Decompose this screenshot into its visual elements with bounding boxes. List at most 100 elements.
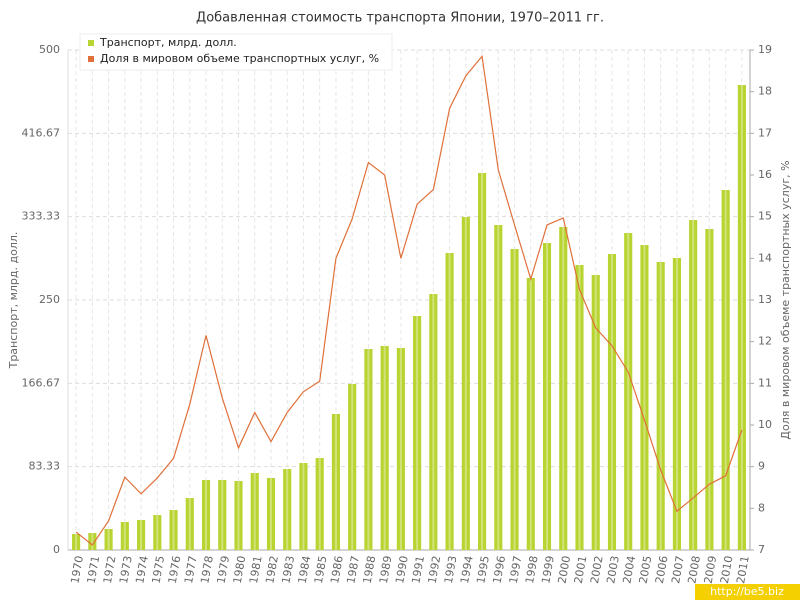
- x-tick-label: 1984: [296, 555, 314, 585]
- x-tick-label: 1994: [458, 555, 476, 585]
- y2-tick-label: 8: [758, 501, 765, 514]
- bar-highlight: [140, 520, 143, 550]
- bar-highlight: [286, 469, 289, 550]
- bar: [185, 498, 194, 550]
- y-tick-label: 250: [39, 293, 60, 306]
- bar: [510, 249, 519, 550]
- x-tick-label: 1978: [198, 555, 216, 585]
- bar-highlight: [513, 249, 516, 550]
- bar: [607, 254, 617, 550]
- x-tick-label: 1972: [101, 555, 119, 585]
- bar: [266, 478, 276, 550]
- bar: [331, 414, 340, 550]
- bar: [721, 190, 730, 550]
- x-tick-label: 1998: [523, 555, 541, 585]
- y2-tick-label: 12: [758, 335, 772, 348]
- x-tick-label: 2001: [572, 555, 590, 585]
- bar: [120, 522, 129, 550]
- bar-highlight: [156, 515, 159, 550]
- x-tick-label: 1971: [85, 555, 103, 585]
- bar: [250, 473, 259, 550]
- bar-highlight: [123, 522, 126, 550]
- bar: [153, 515, 162, 550]
- bar-highlight: [464, 217, 467, 550]
- chart-title: Добавленная стоимость транспорта Японии,…: [196, 11, 604, 26]
- x-tick-label: 1973: [117, 555, 135, 585]
- bar: [656, 262, 665, 550]
- x-tick-label: 1974: [133, 555, 151, 585]
- bar: [526, 278, 535, 550]
- x-tick-label: 2008: [685, 555, 703, 585]
- y2-tick-label: 9: [758, 460, 765, 473]
- legend-swatch: [88, 40, 94, 46]
- bar-highlight: [724, 190, 727, 550]
- x-tick-label: 1981: [247, 555, 265, 585]
- x-tick-label: 1991: [409, 555, 427, 585]
- x-tick-label: 1979: [215, 555, 233, 585]
- x-tick-label: 1986: [328, 555, 346, 585]
- bar-highlight: [675, 258, 678, 550]
- bar-highlight: [692, 220, 695, 550]
- bar-highlight: [481, 173, 484, 550]
- x-tick-label: 2006: [653, 555, 671, 585]
- y2-tick-label: 11: [758, 376, 772, 389]
- bar: [461, 217, 470, 550]
- bar: [494, 225, 503, 550]
- y2-tick-label: 16: [758, 168, 772, 181]
- bar-highlight: [659, 262, 662, 550]
- bar: [689, 220, 698, 550]
- bar: [542, 243, 552, 550]
- x-tick-label: 2005: [637, 555, 655, 585]
- x-tick-label: 1977: [182, 555, 200, 585]
- bar-highlight: [708, 229, 711, 550]
- bar: [380, 346, 389, 550]
- bar-highlight: [351, 384, 354, 550]
- x-tick-label: 1989: [377, 555, 395, 585]
- bar: [315, 458, 324, 550]
- x-tick-label: 2000: [556, 555, 574, 585]
- x-tick-label: 2003: [604, 555, 622, 585]
- bar: [737, 85, 746, 550]
- y2-tick-label: 15: [758, 210, 772, 223]
- x-tick-label: 2011: [734, 555, 752, 585]
- bar: [364, 349, 373, 550]
- x-tick-label: 1976: [166, 555, 184, 585]
- bar: [348, 384, 357, 550]
- y2-tick-label: 14: [758, 251, 772, 264]
- y-tick-label: 500: [39, 43, 60, 56]
- x-tick-label: 1999: [539, 555, 557, 585]
- y-tick-label: 83.33: [29, 460, 61, 473]
- bar: [88, 533, 97, 550]
- x-tick-label: 2004: [620, 555, 638, 585]
- watermark-bg: [695, 584, 800, 600]
- x-tick-label: 1990: [393, 555, 411, 585]
- bar-highlight: [383, 346, 386, 550]
- x-tick-label: 1975: [150, 555, 168, 585]
- bar-highlight: [188, 498, 191, 550]
- bar: [137, 520, 146, 550]
- bar: [672, 258, 681, 550]
- bar-highlight: [302, 463, 305, 550]
- bar-highlight: [318, 458, 321, 550]
- bar: [624, 233, 633, 550]
- bar: [575, 265, 584, 550]
- x-tick-label: 1993: [442, 555, 460, 585]
- bar: [445, 253, 454, 550]
- legend-label: Транспорт, млрд. долл.: [99, 36, 237, 49]
- bar: [218, 480, 227, 550]
- y2-tick-label: 10: [758, 418, 772, 431]
- bar: [559, 227, 568, 550]
- x-tick-label: 2010: [718, 555, 736, 585]
- legend-box: [79, 33, 393, 71]
- bar-highlight: [497, 225, 500, 550]
- x-tick-label: 1992: [426, 555, 444, 585]
- y2-axis-title: Доля в мировом объеме транспортных услуг…: [779, 160, 792, 439]
- bar-highlight: [91, 533, 94, 550]
- bar: [396, 348, 405, 550]
- bar: [169, 510, 178, 550]
- bar: [104, 529, 113, 550]
- line: [75, 54, 743, 546]
- bar-highlight: [172, 510, 175, 550]
- bar-highlight: [221, 480, 224, 550]
